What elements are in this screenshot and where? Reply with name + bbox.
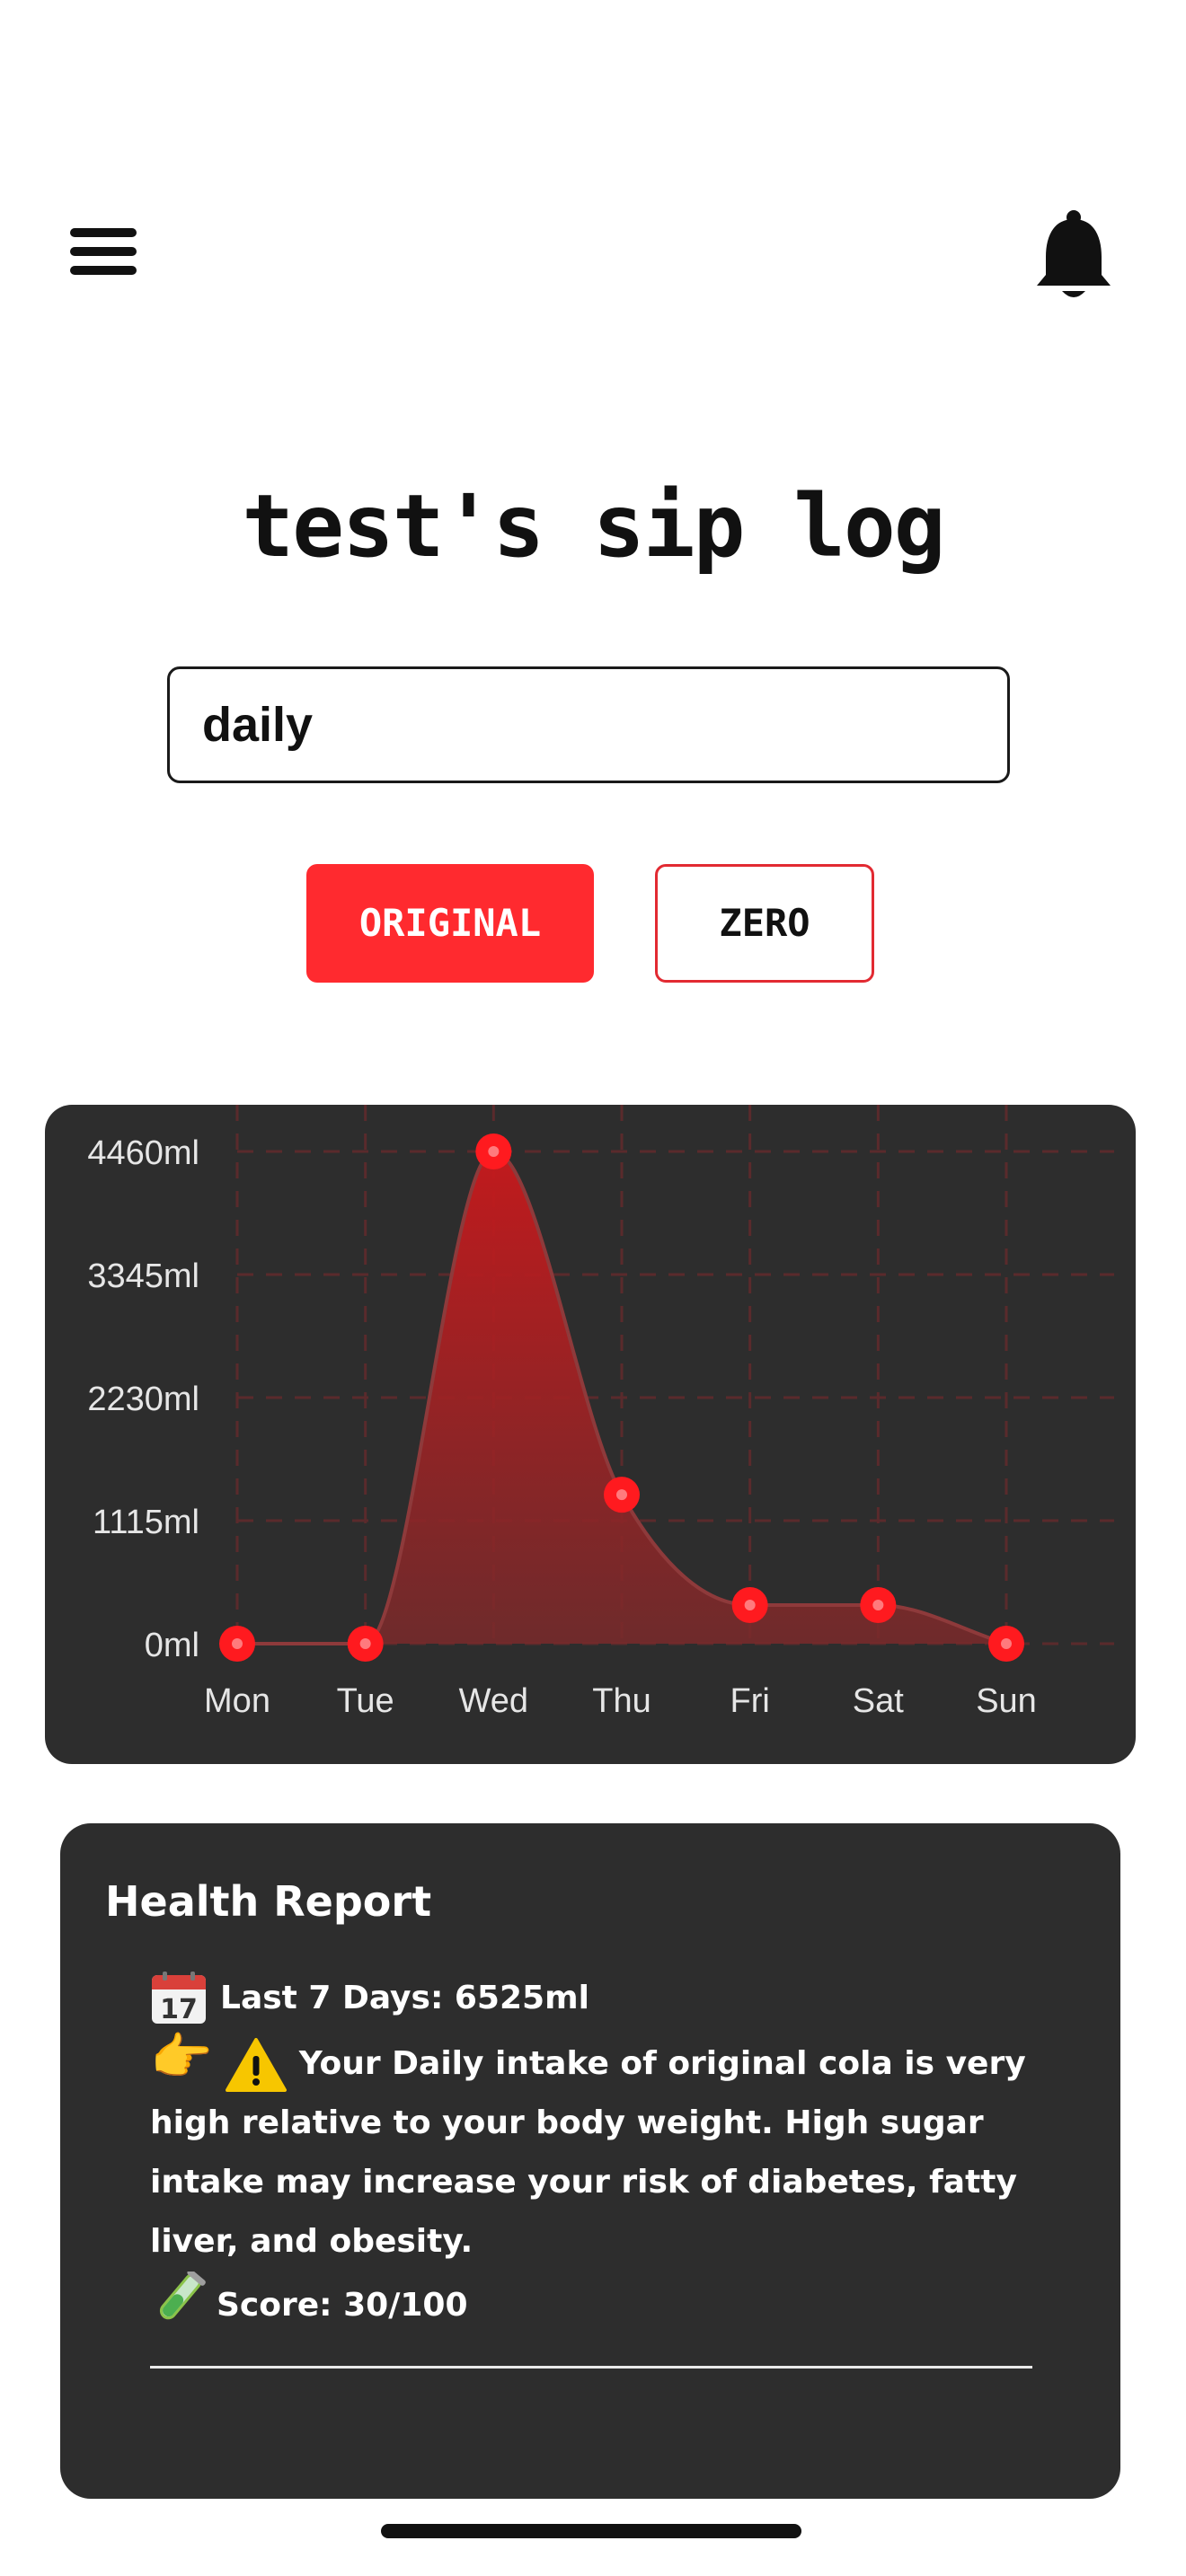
home-indicator	[381, 2524, 801, 2538]
x-tick-label: Fri	[730, 1682, 770, 1720]
report-title: Health Report	[105, 1877, 432, 1926]
hamburger-menu-icon[interactable]	[63, 217, 144, 286]
last-7-days-line: 17 Last 7 Days: 6525ml	[150, 1969, 1049, 2028]
series-line	[236, 1149, 1007, 1645]
x-tick-label: Tue	[337, 1682, 394, 1720]
bell-icon[interactable]	[1033, 207, 1114, 305]
top-bar	[0, 0, 1186, 377]
test-tube-icon	[150, 2269, 208, 2339]
page-title: test's sip log	[242, 476, 945, 577]
menu-bar	[70, 247, 137, 256]
data-point-center	[744, 1599, 756, 1610]
data-point-center	[488, 1146, 500, 1157]
data-point-center	[359, 1638, 371, 1649]
pointing-hand-icon: 👉	[150, 2028, 213, 2086]
health-report-card: Health Report 17 Last 7 Days: 6525ml 👉 Yo…	[60, 1823, 1120, 2499]
original-button[interactable]: ORIGINAL	[306, 864, 594, 983]
y-tick-label: 2230ml	[87, 1381, 199, 1418]
x-tick-label: Thu	[592, 1682, 651, 1720]
data-point-center	[872, 1599, 884, 1610]
warning-icon	[225, 2038, 287, 2092]
report-body: 17 Last 7 Days: 6525ml 👉 Your Daily intak…	[150, 1969, 1049, 2339]
data-point-center	[1001, 1638, 1012, 1649]
svg-text:17: 17	[160, 1994, 198, 2025]
calendar-icon: 17	[150, 1972, 208, 2025]
y-tick-label: 4460ml	[87, 1134, 199, 1172]
x-tick-label: Sat	[853, 1682, 904, 1720]
series-area	[237, 1151, 1006, 1644]
score-text: Score: 30/100	[217, 2286, 468, 2324]
last-7-days-text: Last 7 Days: 6525ml	[220, 1980, 589, 2016]
x-tick-label: Mon	[204, 1682, 270, 1720]
warning-paragraph: 👉 Your Daily intake of original cola is v…	[150, 2028, 1049, 2272]
y-tick-label: 1115ml	[93, 1504, 199, 1541]
score-line: Score: 30/100	[150, 2269, 1049, 2339]
zero-button[interactable]: ZERO	[655, 864, 874, 983]
period-select-value: daily	[202, 698, 314, 752]
data-point-center	[232, 1638, 243, 1649]
report-divider	[150, 2366, 1032, 2369]
x-tick-label: Sun	[976, 1682, 1037, 1720]
y-tick-label: 3345ml	[87, 1257, 199, 1295]
period-select[interactable]: daily	[167, 666, 1010, 783]
warning-text: Your Daily intake of original cola is ve…	[150, 2045, 1026, 2260]
menu-bar	[70, 266, 137, 275]
intake-chart: 0ml 1115ml 2230ml 3345ml 4460ml Mon Tue Wed Thu F…	[87, 1105, 1114, 1720]
y-tick-label: 0ml	[145, 1627, 199, 1664]
data-point-center	[616, 1489, 627, 1501]
x-tick-label: Wed	[459, 1682, 528, 1720]
intake-chart-card: 0ml 1115ml 2230ml 3345ml 4460ml Mon Tue Wed Thu F…	[45, 1105, 1136, 1764]
menu-bar	[70, 228, 137, 237]
